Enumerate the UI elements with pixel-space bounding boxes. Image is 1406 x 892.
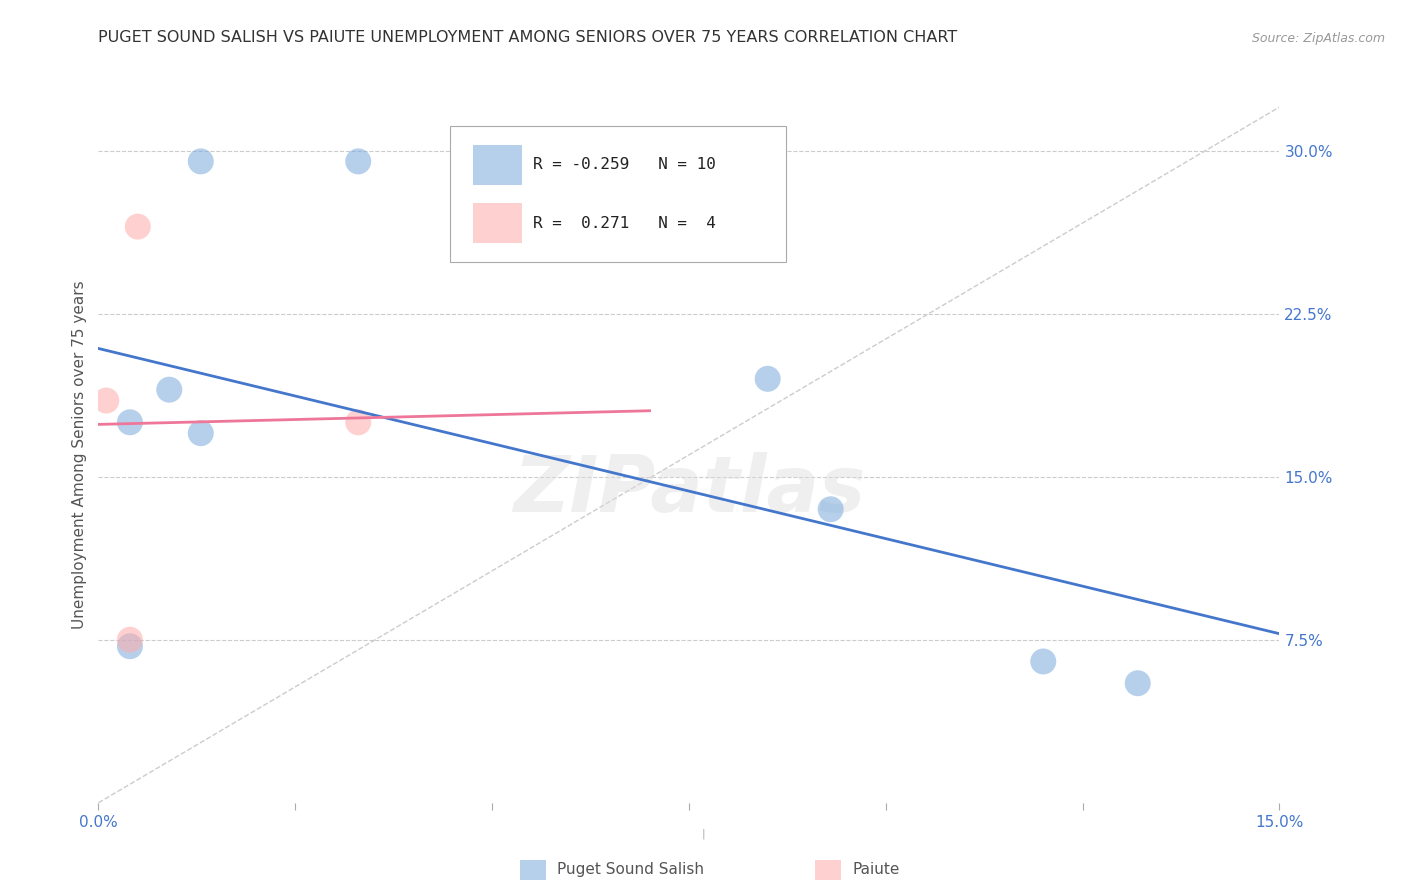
Y-axis label: Unemployment Among Seniors over 75 years: Unemployment Among Seniors over 75 years	[72, 281, 87, 629]
Text: ZIPatlas: ZIPatlas	[513, 451, 865, 528]
Text: Source: ZipAtlas.com: Source: ZipAtlas.com	[1251, 31, 1385, 45]
Point	[127, 219, 149, 234]
Point	[96, 393, 118, 408]
Point	[157, 383, 180, 397]
Point	[118, 632, 141, 647]
Point	[118, 639, 141, 653]
Text: |: |	[702, 829, 704, 839]
Text: R =  0.271   N =  4: R = 0.271 N = 4	[533, 216, 716, 231]
Text: Paiute: Paiute	[852, 863, 900, 877]
Point	[118, 415, 141, 429]
Point	[190, 154, 212, 169]
Point	[347, 415, 370, 429]
Text: PUGET SOUND SALISH VS PAIUTE UNEMPLOYMENT AMONG SENIORS OVER 75 YEARS CORRELATIO: PUGET SOUND SALISH VS PAIUTE UNEMPLOYMEN…	[98, 29, 957, 45]
Text: R = -0.259   N = 10: R = -0.259 N = 10	[533, 157, 716, 172]
Text: Puget Sound Salish: Puget Sound Salish	[557, 863, 704, 877]
Point	[1126, 676, 1149, 690]
Point	[347, 154, 370, 169]
Point	[820, 502, 842, 516]
Point	[1032, 655, 1054, 669]
Point	[190, 426, 212, 441]
Point	[756, 372, 779, 386]
